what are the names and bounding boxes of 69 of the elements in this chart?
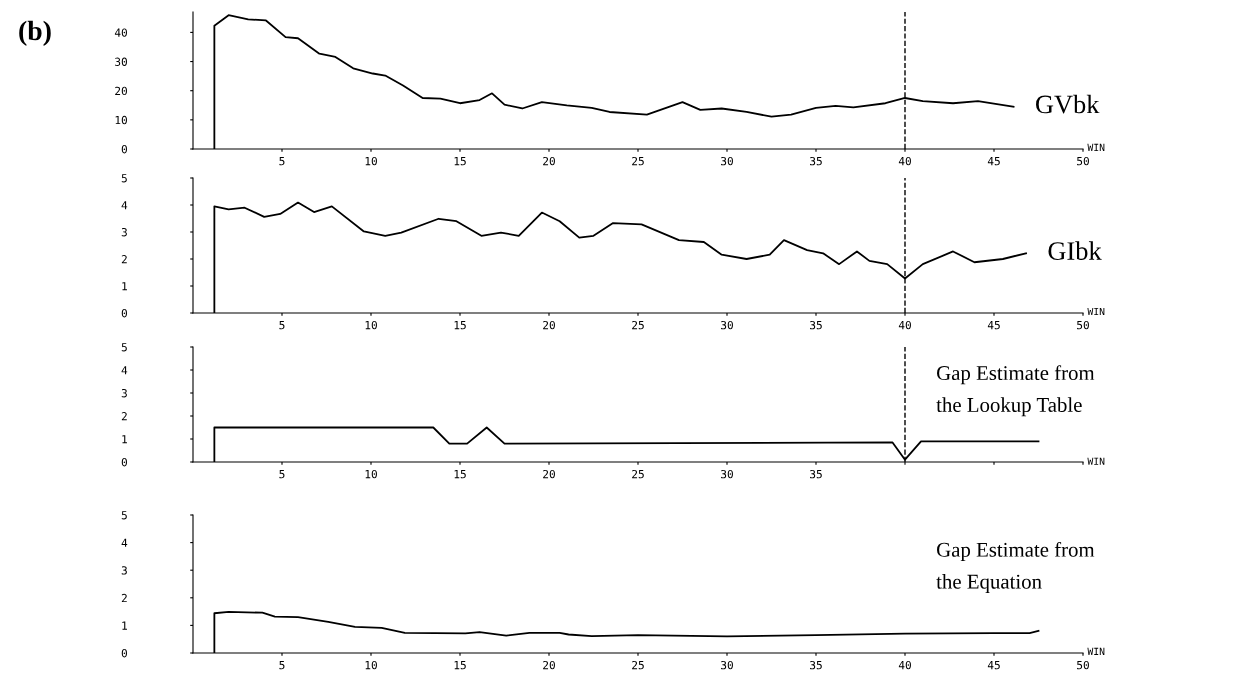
x-axis-title: WIN xyxy=(1087,307,1105,316)
x-tick-label: 20 xyxy=(543,469,555,479)
y-tick-label: 40 xyxy=(114,28,127,37)
y-tick-label: 4 xyxy=(121,201,128,210)
y-tick-label: 5 xyxy=(121,343,127,352)
series-label: GVbk xyxy=(1036,94,1100,114)
x-tick-label: 25 xyxy=(632,320,644,330)
x-tick-label: 25 xyxy=(632,156,644,166)
x-tick-label: 35 xyxy=(810,469,822,479)
y-tick-label: 1 xyxy=(122,621,127,630)
y-tick-label: 1 xyxy=(122,282,127,291)
x-tick-label: 20 xyxy=(543,320,555,330)
x-tick-label: 35 xyxy=(810,320,822,330)
y-tick-label: 1 xyxy=(122,435,127,444)
x-tick-label: 5 xyxy=(279,157,285,166)
series-label: GIbk xyxy=(1048,241,1102,260)
x-tick-label: 25 xyxy=(632,660,644,670)
series-label: Gap Estimate from the Lookup Table xyxy=(936,365,1095,417)
y-tick-label: 0 xyxy=(121,458,127,467)
x-axis-title: WIN xyxy=(1087,143,1105,151)
x-tick-label: 25 xyxy=(632,469,644,479)
x-tick-label: 30 xyxy=(721,469,733,479)
y-tick-label: 3 xyxy=(121,389,127,398)
text: (b) xyxy=(19,20,51,46)
y-tick-label: 10 xyxy=(115,115,127,125)
x-tick-label: 45 xyxy=(987,321,1000,330)
series-label: Gap Estimate from the Equation xyxy=(936,541,1095,593)
x-tick-label: 20 xyxy=(543,156,555,166)
y-tick-label: 0 xyxy=(121,649,127,658)
x-tick-label: 5 xyxy=(279,321,285,330)
x-tick-label: 5 xyxy=(279,470,285,479)
y-tick-label: 5 xyxy=(121,174,127,183)
x-axis-title: WIN xyxy=(1087,457,1105,465)
x-tick-label: 50 xyxy=(1077,660,1089,670)
x-tick-label: 45 xyxy=(987,661,1000,670)
x-tick-label: 20 xyxy=(543,660,555,670)
x-tick-label: 40 xyxy=(898,660,911,670)
y-tick-label: 30 xyxy=(115,57,127,66)
y-tick-label: 2 xyxy=(121,255,127,264)
x-tick-label: 40 xyxy=(898,156,911,166)
x-tick-label: 50 xyxy=(1077,156,1089,166)
x-tick-label: 15 xyxy=(454,661,466,670)
y-tick-label: 2 xyxy=(121,593,127,603)
x-tick-label: 35 xyxy=(810,156,822,166)
y-tick-label: 2 xyxy=(121,412,127,421)
x-tick-label: 15 xyxy=(454,470,466,479)
y-tick-label: 20 xyxy=(115,86,127,96)
y-tick-label: 4 xyxy=(121,366,128,375)
x-tick-label: 15 xyxy=(454,157,466,166)
x-tick-label: 10 xyxy=(365,320,377,330)
x-tick-label: 45 xyxy=(987,157,1000,166)
y-tick-label: 3 xyxy=(121,228,127,237)
x-tick-label: 50 xyxy=(1077,320,1089,330)
x-tick-label: 30 xyxy=(721,660,733,670)
x-tick-label: 10 xyxy=(365,156,377,166)
y-tick-label: 0 xyxy=(121,309,127,318)
y-tick-label: 0 xyxy=(121,145,127,154)
x-tick-label: 30 xyxy=(721,320,733,330)
x-tick-label: 5 xyxy=(279,661,285,670)
x-tick-label: 10 xyxy=(365,469,377,479)
x-tick-label: 15 xyxy=(454,321,466,330)
x-tick-label: 40 xyxy=(898,320,911,330)
x-tick-label: 10 xyxy=(365,660,377,670)
y-tick-label: 4 xyxy=(121,538,128,547)
x-axis-title: WIN xyxy=(1087,647,1105,655)
y-tick-label: 5 xyxy=(121,511,127,520)
x-tick-label: 35 xyxy=(810,660,822,670)
x-tick-label: 30 xyxy=(721,156,733,166)
y-tick-label: 3 xyxy=(121,566,127,575)
